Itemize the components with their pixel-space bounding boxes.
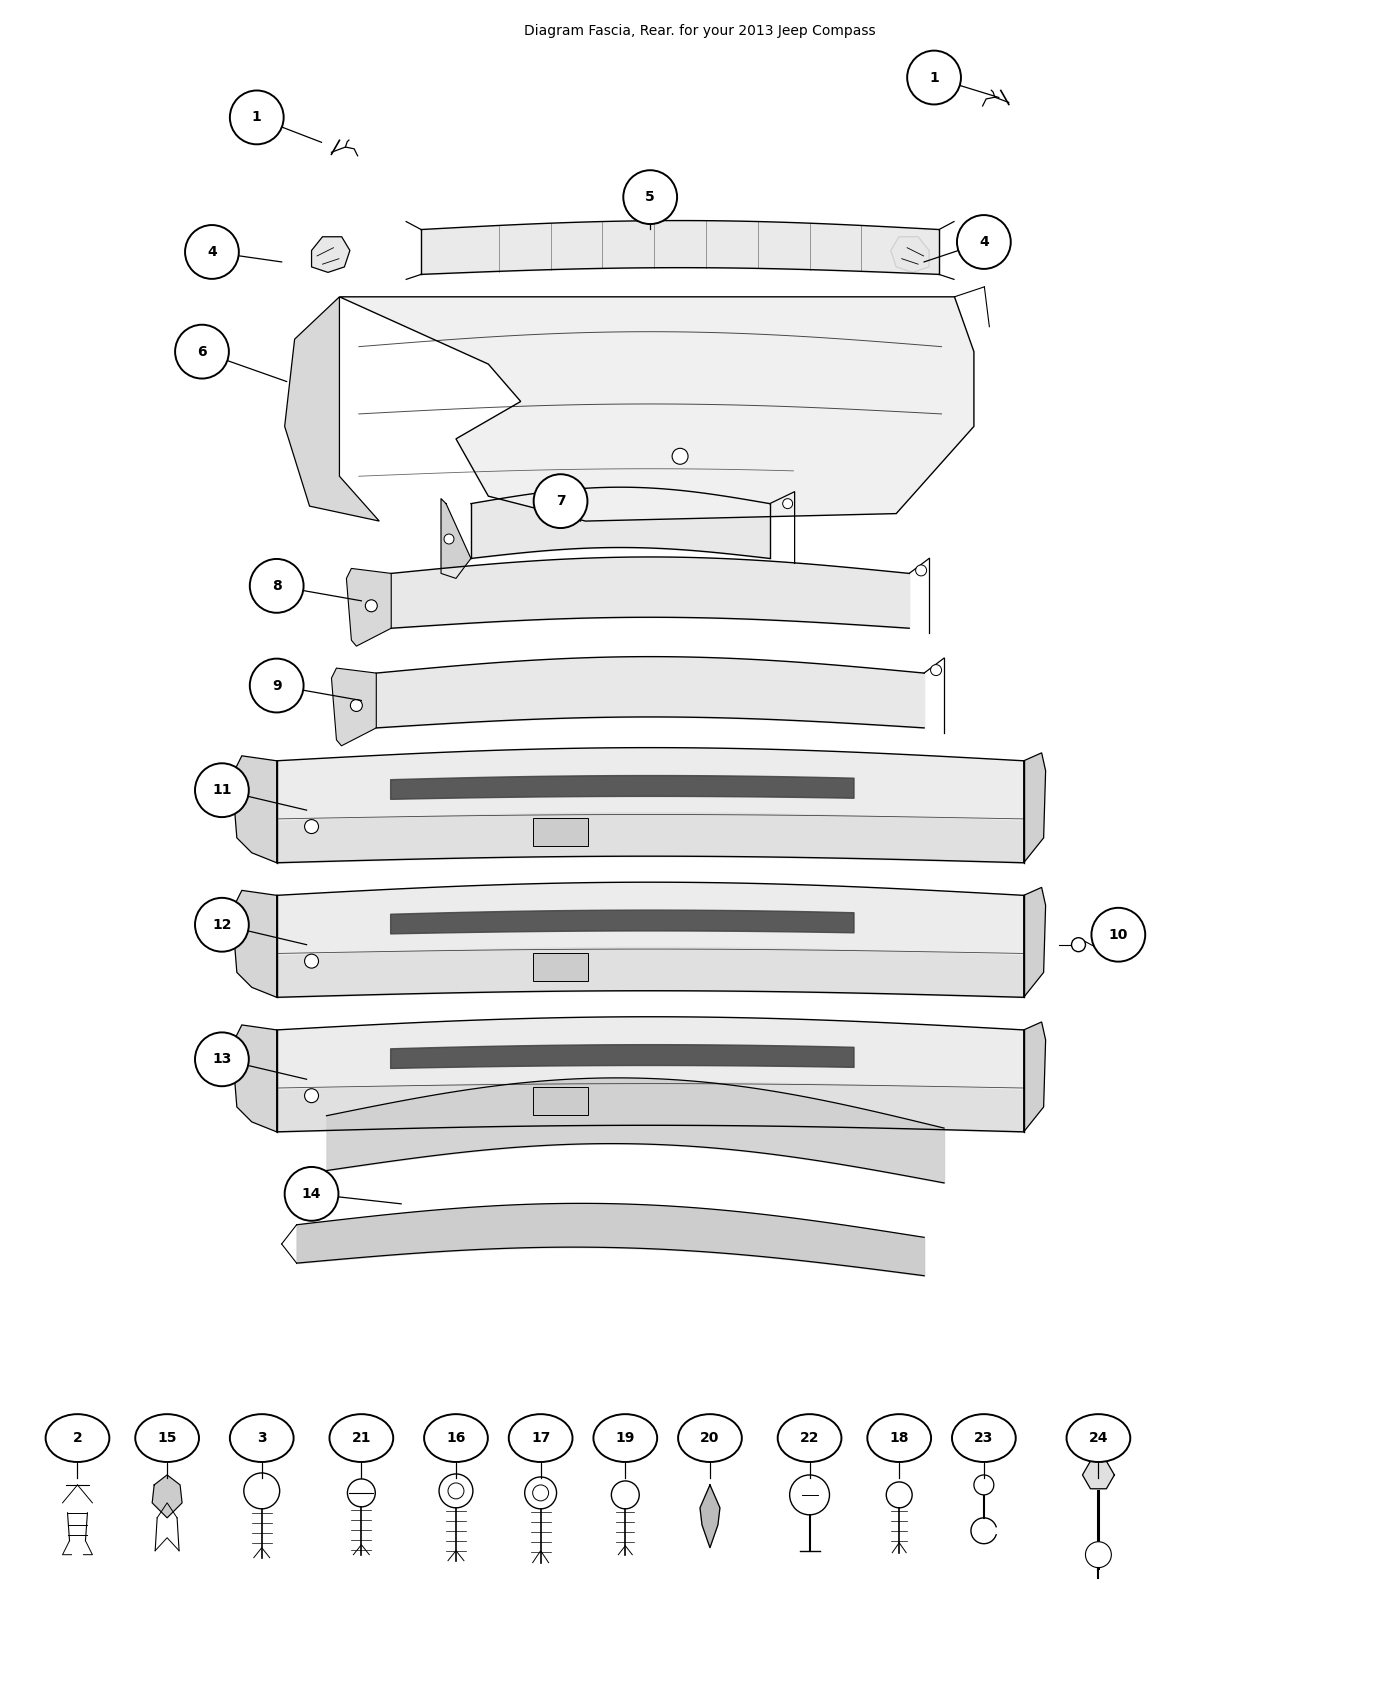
- Text: 22: 22: [799, 1431, 819, 1445]
- Polygon shape: [232, 1025, 277, 1132]
- Text: 17: 17: [531, 1431, 550, 1445]
- Circle shape: [305, 1088, 319, 1103]
- Ellipse shape: [1067, 1414, 1130, 1462]
- Text: 1: 1: [252, 110, 262, 124]
- Ellipse shape: [678, 1414, 742, 1462]
- Circle shape: [1085, 1542, 1112, 1567]
- Circle shape: [195, 1032, 249, 1086]
- Text: 2: 2: [73, 1431, 83, 1445]
- Text: 14: 14: [302, 1187, 321, 1200]
- Circle shape: [525, 1477, 557, 1510]
- Circle shape: [533, 474, 588, 529]
- Circle shape: [185, 224, 239, 279]
- Circle shape: [249, 559, 304, 612]
- Circle shape: [958, 216, 1011, 269]
- Text: 12: 12: [213, 918, 231, 932]
- Circle shape: [230, 90, 284, 144]
- Ellipse shape: [777, 1414, 841, 1462]
- Bar: [533, 818, 588, 847]
- Polygon shape: [890, 236, 930, 272]
- Text: 7: 7: [556, 495, 566, 508]
- Polygon shape: [1082, 1460, 1114, 1489]
- Text: 8: 8: [272, 580, 281, 593]
- Text: 4: 4: [207, 245, 217, 258]
- Circle shape: [175, 325, 228, 379]
- Circle shape: [931, 665, 942, 675]
- Circle shape: [305, 819, 319, 833]
- Polygon shape: [441, 498, 470, 578]
- Text: 5: 5: [645, 190, 655, 204]
- Text: 11: 11: [213, 784, 231, 797]
- Ellipse shape: [424, 1414, 487, 1462]
- Bar: [533, 952, 588, 981]
- Circle shape: [623, 170, 678, 224]
- Polygon shape: [312, 236, 350, 272]
- Text: 16: 16: [447, 1431, 466, 1445]
- Text: 21: 21: [351, 1431, 371, 1445]
- Circle shape: [440, 1474, 473, 1508]
- Circle shape: [1092, 908, 1145, 962]
- Circle shape: [347, 1479, 375, 1506]
- Polygon shape: [346, 568, 391, 646]
- Circle shape: [672, 449, 687, 464]
- Circle shape: [907, 51, 960, 104]
- Text: Diagram Fascia, Rear. for your 2013 Jeep Compass: Diagram Fascia, Rear. for your 2013 Jeep…: [524, 24, 876, 37]
- Ellipse shape: [952, 1414, 1016, 1462]
- Text: 18: 18: [889, 1431, 909, 1445]
- Circle shape: [365, 600, 377, 612]
- Circle shape: [974, 1476, 994, 1494]
- Circle shape: [444, 534, 454, 544]
- Circle shape: [612, 1481, 640, 1510]
- Text: 15: 15: [157, 1431, 176, 1445]
- Text: 10: 10: [1109, 928, 1128, 942]
- Circle shape: [244, 1472, 280, 1510]
- Ellipse shape: [508, 1414, 573, 1462]
- Ellipse shape: [594, 1414, 657, 1462]
- Text: 13: 13: [213, 1052, 231, 1066]
- Polygon shape: [339, 298, 974, 522]
- Polygon shape: [1023, 1022, 1046, 1132]
- Circle shape: [1071, 938, 1085, 952]
- Circle shape: [886, 1482, 913, 1508]
- Circle shape: [249, 658, 304, 712]
- Bar: [533, 1088, 588, 1115]
- Text: 9: 9: [272, 678, 281, 692]
- Circle shape: [195, 898, 249, 952]
- Polygon shape: [1023, 753, 1046, 864]
- Polygon shape: [700, 1484, 720, 1547]
- Text: 24: 24: [1089, 1431, 1109, 1445]
- Ellipse shape: [230, 1414, 294, 1462]
- Circle shape: [448, 1482, 463, 1499]
- Polygon shape: [1023, 887, 1046, 998]
- Polygon shape: [232, 891, 277, 998]
- Circle shape: [195, 763, 249, 818]
- Ellipse shape: [868, 1414, 931, 1462]
- Circle shape: [284, 1166, 339, 1221]
- Text: 20: 20: [700, 1431, 720, 1445]
- Polygon shape: [153, 1476, 182, 1518]
- Text: 6: 6: [197, 345, 207, 359]
- Ellipse shape: [329, 1414, 393, 1462]
- Circle shape: [783, 498, 792, 508]
- Text: 1: 1: [930, 70, 939, 85]
- Circle shape: [350, 699, 363, 712]
- Circle shape: [790, 1476, 829, 1515]
- Polygon shape: [232, 756, 277, 864]
- Ellipse shape: [136, 1414, 199, 1462]
- Polygon shape: [332, 668, 377, 746]
- Polygon shape: [284, 298, 379, 522]
- Circle shape: [916, 564, 927, 576]
- Text: 23: 23: [974, 1431, 994, 1445]
- Text: 19: 19: [616, 1431, 636, 1445]
- Ellipse shape: [46, 1414, 109, 1462]
- Circle shape: [305, 954, 319, 967]
- Circle shape: [532, 1484, 549, 1501]
- Text: 3: 3: [258, 1431, 266, 1445]
- Text: 4: 4: [979, 235, 988, 248]
